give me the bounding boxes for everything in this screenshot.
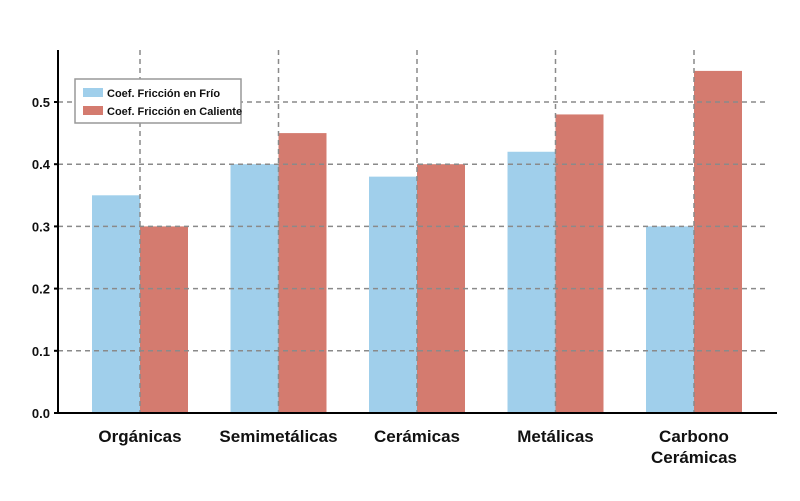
y-tick-label: 0.2 [32, 282, 50, 297]
bar-cold [92, 195, 140, 413]
y-tick-label: 0.1 [32, 344, 50, 359]
legend-swatch [83, 106, 103, 115]
x-tick-label: Semimetálicas [219, 427, 337, 446]
x-tick-label: Carbono [659, 427, 729, 446]
x-tick-label: Cerámicas [651, 448, 737, 467]
bar-hot [555, 114, 604, 413]
legend-label: Coef. Fricción en Frío [107, 88, 220, 100]
y-tick-label: 0.5 [32, 95, 50, 110]
bar-hot [140, 226, 188, 413]
bar-cold [646, 226, 694, 413]
y-tick-label: 0.4 [32, 157, 51, 172]
legend-box [74, 78, 242, 124]
x-tick-label: Metálicas [517, 427, 594, 446]
legend-label: Coef. Fricción en Caliente [107, 106, 242, 118]
bar-cold [507, 151, 556, 413]
y-tick-label: 0.3 [32, 219, 50, 234]
bar-cold [369, 176, 417, 413]
x-tick-label: Orgánicas [98, 427, 181, 446]
x-tick-label: Cerámicas [374, 427, 460, 446]
bar-hot [278, 133, 327, 413]
bar-hot [694, 70, 742, 414]
legend: Coef. Fricción en Frío Coef. Fricción en … [74, 78, 242, 124]
legend-swatch [83, 88, 103, 97]
y-tick-label: 0.0 [32, 406, 50, 421]
bar-cold [230, 164, 279, 413]
